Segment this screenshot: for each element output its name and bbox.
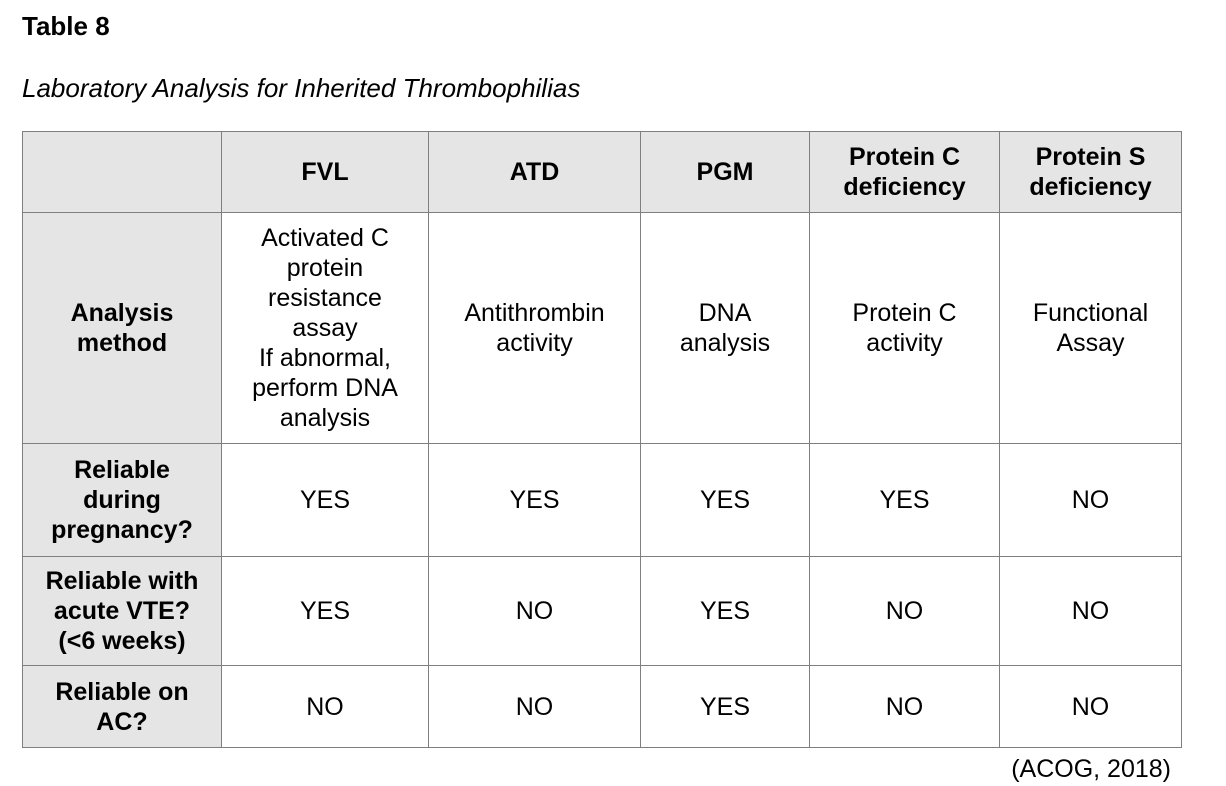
cell-reliable-acute-vte-protein-c: NO bbox=[809, 556, 1000, 666]
cell-analysis-method-protein-s: Functional Assay bbox=[999, 212, 1182, 444]
cell-reliable-acute-vte-protein-s: NO bbox=[999, 556, 1182, 666]
column-header-fvl: FVL bbox=[221, 131, 429, 213]
column-header-atd: ATD bbox=[428, 131, 641, 213]
row-header-reliable-acute-vte: Reliable with acute VTE? (<6 weeks) bbox=[22, 556, 222, 666]
table-row-reliable-acute-vte: Reliable with acute VTE? (<6 weeks) YES … bbox=[22, 556, 1182, 666]
row-header-reliable-on-ac: Reliable on AC? bbox=[22, 665, 222, 748]
table-row-reliable-pregnancy: Reliable during pregnancy? YES YES YES Y… bbox=[22, 443, 1182, 557]
row-header-analysis-method: Analysis method bbox=[22, 212, 222, 444]
cell-reliable-acute-vte-fvl: YES bbox=[221, 556, 429, 666]
cell-analysis-method-protein-c: Protein C activity bbox=[809, 212, 1000, 444]
column-header-pgm: PGM bbox=[640, 131, 810, 213]
corner-header-cell bbox=[22, 131, 222, 213]
cell-reliable-pregnancy-protein-c: YES bbox=[809, 443, 1000, 557]
thrombophilia-lab-table: FVL ATD PGM Protein C deficiency Protein… bbox=[22, 131, 1182, 748]
cell-reliable-on-ac-atd: NO bbox=[428, 665, 641, 748]
header-row: FVL ATD PGM Protein C deficiency Protein… bbox=[22, 131, 1182, 213]
cell-reliable-on-ac-pgm: YES bbox=[640, 665, 810, 748]
cell-reliable-pregnancy-fvl: YES bbox=[221, 443, 429, 557]
cell-reliable-on-ac-protein-s: NO bbox=[999, 665, 1182, 748]
cell-analysis-method-pgm: DNA analysis bbox=[640, 212, 810, 444]
table-row-analysis-method: Analysis method Activated C protein resi… bbox=[22, 212, 1182, 444]
row-header-reliable-pregnancy: Reliable during pregnancy? bbox=[22, 443, 222, 557]
cell-reliable-on-ac-protein-c: NO bbox=[809, 665, 1000, 748]
cell-reliable-pregnancy-atd: YES bbox=[428, 443, 641, 557]
source-citation: (ACOG, 2018) bbox=[1011, 755, 1171, 783]
cell-analysis-method-fvl: Activated C protein resistance assay If … bbox=[221, 212, 429, 444]
cell-reliable-acute-vte-pgm: YES bbox=[640, 556, 810, 666]
table-label: Table 8 bbox=[22, 11, 110, 41]
cell-reliable-pregnancy-protein-s: NO bbox=[999, 443, 1182, 557]
column-header-protein-s-deficiency: Protein S deficiency bbox=[999, 131, 1182, 213]
column-header-protein-c-deficiency: Protein C deficiency bbox=[809, 131, 1000, 213]
cell-reliable-acute-vte-atd: NO bbox=[428, 556, 641, 666]
cell-analysis-method-atd: Antithrombin activity bbox=[428, 212, 641, 444]
table-subtitle: Laboratory Analysis for Inherited Thromb… bbox=[22, 73, 581, 103]
cell-reliable-pregnancy-pgm: YES bbox=[640, 443, 810, 557]
cell-reliable-on-ac-fvl: NO bbox=[221, 665, 429, 748]
table-row-reliable-on-ac: Reliable on AC? NO NO YES NO NO bbox=[22, 665, 1182, 748]
